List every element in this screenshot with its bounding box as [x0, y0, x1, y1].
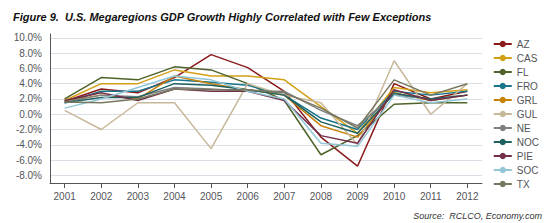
svg-text:TX: TX — [517, 179, 530, 190]
svg-text:2003: 2003 — [127, 191, 150, 202]
svg-text:GUL: GUL — [517, 109, 538, 120]
svg-text:NOC: NOC — [517, 137, 539, 148]
svg-text:NE: NE — [517, 123, 531, 134]
svg-text:10.0%: 10.0% — [14, 32, 42, 43]
svg-text:PIE: PIE — [517, 151, 533, 162]
svg-text:FL: FL — [517, 67, 529, 78]
svg-text:2006: 2006 — [237, 191, 260, 202]
svg-text:8.0%: 8.0% — [19, 48, 42, 59]
svg-text:-2.0%: -2.0% — [16, 124, 42, 135]
svg-text:2007: 2007 — [273, 191, 296, 202]
svg-text:2010: 2010 — [383, 191, 406, 202]
svg-text:-4.0%: -4.0% — [16, 139, 42, 150]
svg-text:-6.0%: -6.0% — [16, 155, 42, 166]
svg-text:SOC: SOC — [517, 165, 539, 176]
svg-text:2005: 2005 — [200, 191, 223, 202]
svg-text:Figure 9. U.S. Megaregions GD: Figure 9. U.S. Megaregions GDP Growth Hi… — [13, 11, 431, 23]
svg-text:0.0%: 0.0% — [19, 109, 42, 120]
svg-text:AZ: AZ — [517, 39, 530, 50]
svg-text:6.0%: 6.0% — [19, 63, 42, 74]
svg-text:CAS: CAS — [517, 53, 538, 64]
svg-text:Source: RCLCO, Economy.com: Source: RCLCO, Economy.com — [413, 211, 542, 221]
svg-text:-8.0%: -8.0% — [16, 170, 42, 181]
svg-text:2.0%: 2.0% — [19, 93, 42, 104]
svg-text:2012: 2012 — [456, 191, 479, 202]
svg-text:2002: 2002 — [90, 191, 113, 202]
svg-text:2004: 2004 — [163, 191, 186, 202]
svg-text:4.0%: 4.0% — [19, 78, 42, 89]
svg-text:2009: 2009 — [346, 191, 369, 202]
svg-text:GRL: GRL — [517, 95, 538, 106]
svg-text:2008: 2008 — [310, 191, 333, 202]
svg-text:2001: 2001 — [54, 191, 77, 202]
svg-text:FRO: FRO — [517, 81, 538, 92]
svg-text:2011: 2011 — [420, 191, 442, 202]
